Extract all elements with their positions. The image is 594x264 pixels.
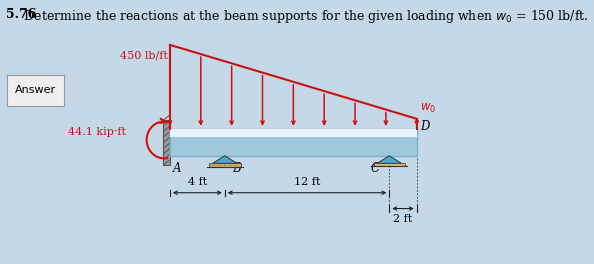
Circle shape (229, 165, 231, 166)
Text: D: D (421, 120, 430, 133)
Text: Determine the reactions at the beam supports for the given loading when $w_0$ = : Determine the reactions at the beam supp… (20, 8, 589, 25)
Bar (170, 129, 417, 156)
Text: C: C (371, 162, 380, 175)
Bar (170, 129, 417, 137)
Text: $w_0$: $w_0$ (421, 102, 437, 115)
Text: B: B (232, 162, 241, 175)
Polygon shape (377, 156, 402, 163)
Text: A: A (173, 162, 181, 175)
Text: 2 ft: 2 ft (393, 214, 413, 224)
Circle shape (224, 165, 226, 166)
Circle shape (219, 165, 220, 166)
Text: 450 lb/ft: 450 lb/ft (120, 50, 168, 60)
Bar (163, 120, 170, 165)
Circle shape (213, 165, 215, 166)
Bar (209, 163, 241, 167)
Text: 4 ft: 4 ft (188, 177, 207, 187)
Bar (374, 163, 405, 166)
Text: 12 ft: 12 ft (294, 177, 320, 187)
Text: 44.1 kip·ft: 44.1 kip·ft (68, 127, 126, 137)
Circle shape (235, 165, 236, 166)
Text: Answer: Answer (15, 86, 56, 95)
Polygon shape (213, 156, 237, 163)
Text: 5.76: 5.76 (5, 8, 36, 21)
